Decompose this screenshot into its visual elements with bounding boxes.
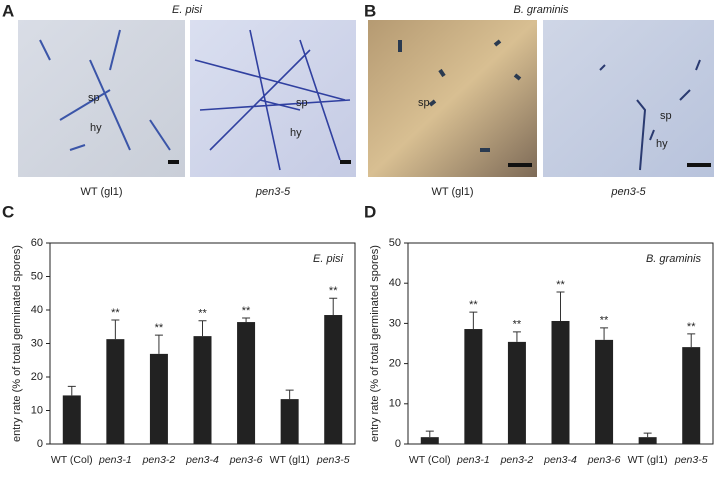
error-bar	[67, 385, 76, 396]
error-bar	[242, 317, 251, 323]
panel-letter: D	[364, 202, 376, 221]
error-bar	[643, 432, 652, 438]
image-a2	[190, 20, 356, 177]
significance: **	[513, 319, 522, 331]
error-bar	[512, 331, 521, 342]
image-label: sp	[296, 97, 308, 109]
significance: **	[242, 305, 251, 317]
bar	[420, 437, 439, 444]
x-tick-label: pen3-6	[587, 454, 621, 466]
y-tick-label: 60	[31, 237, 43, 249]
x-tick-label: WT (Col)	[51, 454, 93, 466]
image-label: hy	[656, 138, 668, 150]
y-tick-label: 50	[389, 237, 401, 249]
x-tick-label: WT (gl1)	[628, 454, 668, 466]
y-tick-label: 50	[31, 270, 43, 282]
y-tick-label: 40	[389, 277, 401, 289]
x-tick-label: pen3-1	[98, 454, 132, 466]
chart-title: E. pisi	[313, 253, 344, 265]
x-tick-label: pen3-5	[316, 454, 350, 466]
bar	[595, 339, 614, 444]
x-tick-label: pen3-4	[185, 454, 219, 466]
y-axis-label: entry rate (% of total germinated spores…	[369, 245, 381, 442]
bar	[507, 341, 526, 444]
x-tick-label: WT (Col)	[409, 454, 451, 466]
error-bar	[469, 311, 478, 330]
significance: **	[600, 315, 609, 327]
x-tick-label: pen3-1	[456, 454, 490, 466]
y-tick-label: 40	[31, 304, 43, 316]
x-tick-label: pen3-4	[543, 454, 577, 466]
bar	[551, 320, 570, 444]
x-tick-label: pen3-6	[229, 454, 263, 466]
significance: **	[111, 307, 120, 319]
bar	[682, 347, 701, 444]
y-tick-label: 0	[395, 438, 401, 450]
panel-title: E. pisi	[172, 4, 203, 16]
image-b1	[368, 20, 537, 177]
image-label: sp	[660, 110, 672, 122]
bar	[237, 322, 256, 444]
error-bar	[425, 430, 434, 438]
significance: **	[329, 285, 338, 297]
error-bar	[687, 333, 696, 348]
image-caption: WT (gl1)	[81, 186, 123, 198]
error-bar	[600, 327, 609, 340]
error-bar	[285, 389, 294, 400]
panel-letter: C	[2, 202, 14, 221]
image-a1	[18, 20, 185, 177]
error-bar	[198, 320, 207, 337]
bar	[464, 329, 483, 444]
x-tick-label: pen3-2	[500, 454, 534, 466]
y-tick-label: 20	[31, 371, 43, 383]
y-tick-label: 10	[389, 398, 401, 410]
error-bar	[556, 291, 565, 321]
y-tick-label: 10	[31, 404, 43, 416]
image-caption: pen3-5	[610, 186, 646, 198]
bar	[193, 336, 212, 444]
significance: **	[556, 279, 565, 291]
bar	[280, 399, 299, 444]
bar	[324, 315, 343, 444]
panel-letter: B	[364, 1, 376, 20]
significance: **	[687, 321, 696, 333]
image-label: hy	[90, 122, 102, 134]
error-bar	[329, 297, 338, 316]
y-tick-label: 20	[389, 358, 401, 370]
image-label: sp	[418, 97, 430, 109]
image-caption: pen3-5	[255, 186, 291, 198]
bar	[149, 353, 168, 444]
chart-title: B. graminis	[646, 253, 702, 265]
error-bar	[154, 334, 163, 354]
bar	[62, 395, 81, 444]
panel-title: B. graminis	[513, 4, 569, 16]
bar	[106, 339, 125, 444]
y-tick-label: 30	[31, 337, 43, 349]
significance: **	[155, 322, 164, 334]
x-tick-label: pen3-5	[674, 454, 708, 466]
image-b2	[543, 20, 714, 177]
y-axis-label: entry rate (% of total germinated spores…	[11, 245, 23, 442]
image-caption: WT (gl1)	[432, 186, 474, 198]
y-tick-label: 0	[37, 438, 43, 450]
y-tick-label: 30	[389, 317, 401, 329]
image-label: hy	[290, 127, 302, 139]
bar	[638, 437, 657, 444]
error-bar	[111, 319, 120, 340]
x-tick-label: WT (gl1)	[270, 454, 310, 466]
image-label: sp	[88, 92, 100, 104]
x-tick-label: pen3-2	[142, 454, 176, 466]
significance: **	[198, 308, 207, 320]
panel-letter: A	[2, 1, 14, 20]
significance: **	[469, 299, 478, 311]
